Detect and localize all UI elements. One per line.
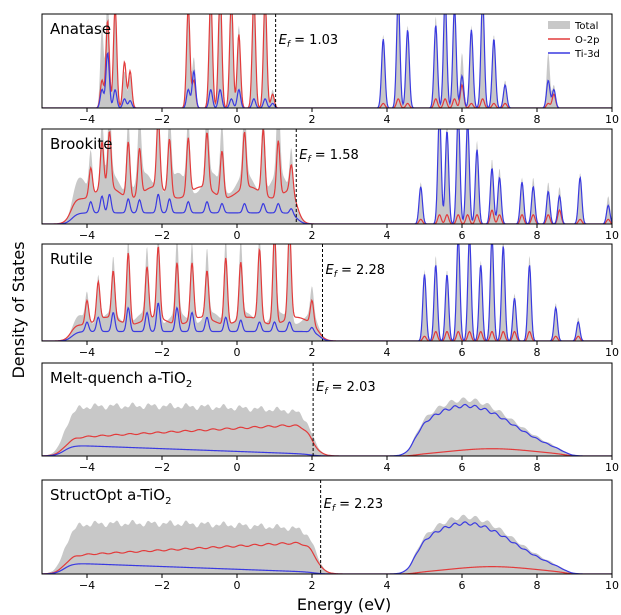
fermi-level-label: Ef = 2.03 [316,380,376,397]
panel-title: Brookite [50,135,112,153]
x-tick-label: 6 [459,579,466,592]
x-tick-label: 4 [384,579,391,592]
x-tick-label: 6 [459,346,466,359]
panels-group: −4 −2 0 2 4 6 8 10 Anatase Ef = 1.03 Total O-2p Ti-3… [41,13,619,592]
x-tick-label: 8 [534,229,541,242]
x-tick-label: 10 [605,579,619,592]
panel-frame [41,362,613,457]
x-tick-label: 2 [309,346,316,359]
fermi-level-label: Ef = 2.23 [324,497,384,514]
legend-swatch-total [548,21,570,29]
x-tick-label: 6 [459,113,466,126]
x-tick-label: 8 [534,113,541,126]
x-tick-label: −4 [79,579,95,592]
total-dos-area [42,244,612,341]
legend-label: Ti-3d [574,49,600,60]
panel-frame [41,243,613,342]
legend-label: Total [574,21,598,32]
fermi-level-label: Ef = 1.58 [299,148,359,165]
x-tick-label: −4 [79,346,95,359]
x-tick-label: −2 [154,113,170,126]
plot-area [42,397,612,456]
plot-area [42,244,612,341]
x-tick-label: 0 [234,461,241,474]
o2p-dos-line [42,541,612,574]
o2p-dos-line [42,424,612,456]
x-tick-label: 0 [234,346,241,359]
panel-3: −4 −2 0 2 4 6 8 10 Melt-quench a-TiO2 Ef = 2.03 [41,362,619,474]
x-tick-label: 0 [234,579,241,592]
panel-title: Melt-quench a-TiO2 [50,369,192,390]
x-tick-label: 0 [234,229,241,242]
legend: Total O-2p Ti-3d [548,21,600,60]
fermi-level-label: Ef = 2.28 [326,263,386,280]
x-tick-label: 10 [605,346,619,359]
total-dos-area [42,397,612,456]
x-tick-label: −2 [154,461,170,474]
panel-frame [41,128,613,225]
panel-title: Anatase [50,20,111,38]
plot-area [42,14,612,108]
x-tick-label: −4 [79,461,95,474]
ti3d-dos-line [42,129,612,224]
x-tick-label: 4 [384,229,391,242]
ti3d-dos-line [42,244,612,341]
x-tick-label: 8 [534,461,541,474]
x-tick-label: 10 [605,229,619,242]
panel-frame [41,13,613,109]
x-tick-label: 4 [384,346,391,359]
panel-title: Rutile [50,250,93,268]
x-tick-label: 4 [384,113,391,126]
x-tick-label: −4 [79,113,95,126]
x-tick-label: −2 [154,579,170,592]
fermi-level-label: Ef = 1.03 [279,33,339,50]
x-tick-label: 4 [384,461,391,474]
x-tick-label: 0 [234,113,241,126]
panel-1: −4 −2 0 2 4 6 8 10 Brookite Ef = 1.58 [41,128,619,242]
x-tick-label: −4 [79,229,95,242]
panel-0: −4 −2 0 2 4 6 8 10 Anatase Ef = 1.03 Total O-2p Ti-3… [41,13,619,126]
y-axis-label: Density of States [9,241,28,378]
x-tick-label: 2 [309,113,316,126]
x-tick-label: 2 [309,229,316,242]
legend-label: O-2p [575,35,599,46]
x-tick-label: −2 [154,346,170,359]
total-dos-area [42,129,612,224]
x-tick-label: 10 [605,461,619,474]
x-tick-label: −2 [154,229,170,242]
x-axis-label: Energy (eV) [297,595,391,614]
panel-frame [41,479,613,575]
panel-2: −4 −2 0 2 4 6 8 10 Rutile Ef = 2.28 [41,243,619,359]
x-tick-label: 2 [309,461,316,474]
o2p-dos-line [42,244,612,341]
total-dos-area [42,514,612,574]
x-tick-label: 8 [534,346,541,359]
plot-area [42,514,612,574]
x-tick-label: 6 [459,461,466,474]
x-tick-label: 8 [534,579,541,592]
panel-4: −4 −2 0 2 4 6 8 10 StructOpt a-TiO2 Ef = 2.23 [41,479,619,592]
total-dos-area [42,14,612,108]
x-tick-label: 6 [459,229,466,242]
x-tick-label: 10 [605,113,619,126]
panel-title: StructOpt a-TiO2 [50,486,171,507]
x-tick-label: 2 [309,579,316,592]
plot-area [42,129,612,224]
